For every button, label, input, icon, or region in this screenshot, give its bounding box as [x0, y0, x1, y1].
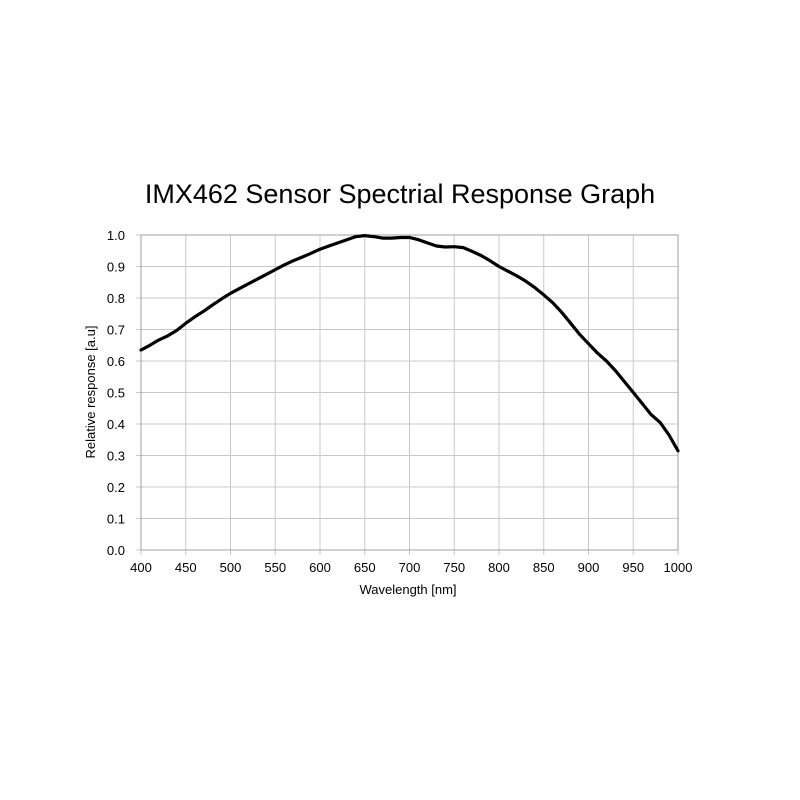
y-axis-label: Relative response [a.u]	[83, 326, 98, 459]
plot-area-border	[140, 234, 679, 551]
x-tick-label: 500	[220, 560, 242, 575]
y-tick-label: 0.6	[107, 354, 125, 369]
y-tick-label: 0.9	[107, 260, 125, 275]
y-tick-label: 0.5	[107, 386, 125, 401]
x-tick-label: 1000	[664, 560, 693, 575]
y-tick-label: 0.2	[107, 480, 125, 495]
x-tick-label: 850	[533, 560, 555, 575]
x-tick-label: 550	[264, 560, 286, 575]
y-axis-ticks: 0.0 0.1 0.2 0.3 0.4 0.5 0.6 0.7 0.8 0.9 1.0	[107, 228, 125, 558]
x-tick-label: 750	[443, 560, 465, 575]
y-tick-label: 0.7	[107, 323, 125, 338]
x-tick-label: 400	[130, 560, 152, 575]
x-tick-label: 600	[309, 560, 331, 575]
x-axis-label: Wavelength [nm]	[359, 582, 456, 597]
y-tick-label: 0.4	[107, 417, 125, 432]
x-tick-label: 450	[175, 560, 197, 575]
y-tick-label: 1.0	[107, 228, 125, 243]
x-tick-label: 800	[488, 560, 510, 575]
x-tick-label: 700	[399, 560, 421, 575]
y-tick-label: 0.8	[107, 291, 125, 306]
y-tick-label: 0.1	[107, 512, 125, 527]
x-tick-label: 900	[578, 560, 600, 575]
x-tick-label: 650	[354, 560, 376, 575]
grid	[136, 234, 679, 555]
chart-title: IMX462 Sensor Spectrial Response Graph	[145, 179, 655, 209]
x-tick-label: 950	[622, 560, 644, 575]
y-tick-label: 0.3	[107, 449, 125, 464]
x-axis-ticks: 400 450 500 550 600 650 700 750 800 850 900 950 1000	[130, 560, 692, 575]
y-tick-label: 0.0	[107, 543, 125, 558]
series-line-response	[139, 234, 680, 453]
